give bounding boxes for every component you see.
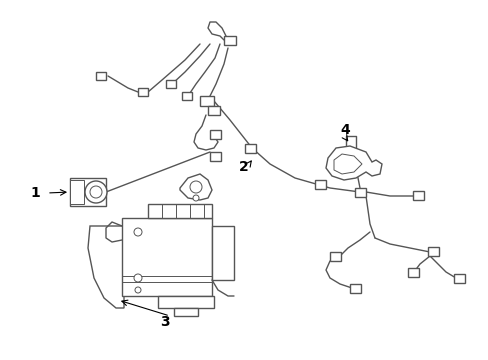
Text: 2: 2: [239, 160, 248, 174]
Bar: [412, 191, 423, 200]
Bar: [207, 106, 220, 115]
Bar: [224, 36, 236, 45]
Bar: [329, 252, 340, 261]
Text: 4: 4: [340, 123, 349, 137]
Bar: [96, 72, 106, 80]
Circle shape: [190, 181, 202, 193]
Bar: [453, 274, 464, 283]
Bar: [138, 88, 148, 96]
Bar: [165, 80, 176, 88]
Bar: [314, 180, 325, 189]
Bar: [244, 144, 256, 153]
Bar: [182, 92, 192, 100]
Polygon shape: [325, 146, 381, 180]
Bar: [349, 284, 360, 293]
Circle shape: [193, 195, 199, 201]
Polygon shape: [88, 226, 124, 308]
Bar: [209, 130, 221, 139]
Bar: [122, 218, 212, 296]
Text: 3: 3: [160, 315, 169, 329]
Circle shape: [134, 228, 142, 236]
Bar: [148, 204, 212, 218]
Circle shape: [135, 287, 141, 293]
Bar: [70, 178, 106, 206]
Bar: [354, 188, 365, 197]
Polygon shape: [180, 174, 212, 200]
Bar: [174, 308, 198, 316]
Bar: [209, 152, 221, 161]
Circle shape: [90, 186, 102, 198]
Bar: [200, 96, 214, 106]
Bar: [407, 268, 418, 277]
Circle shape: [134, 274, 142, 282]
Text: 1: 1: [30, 186, 40, 200]
Bar: [158, 296, 214, 308]
Polygon shape: [333, 154, 361, 174]
Bar: [427, 247, 438, 256]
Circle shape: [85, 181, 107, 203]
Bar: [70, 180, 84, 204]
Bar: [212, 226, 234, 280]
